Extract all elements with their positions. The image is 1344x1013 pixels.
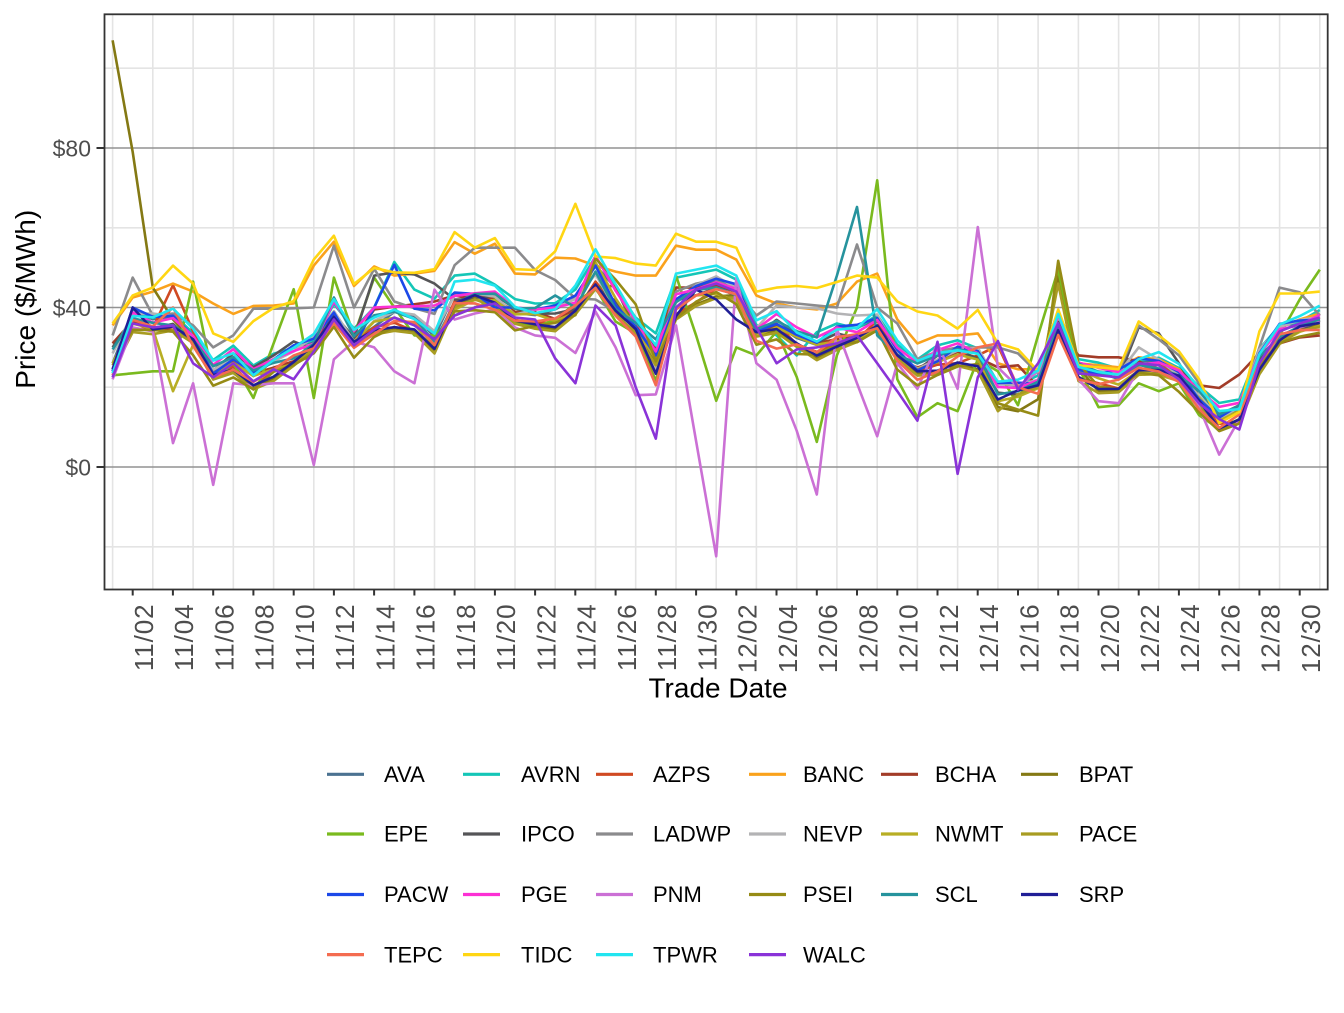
svg-text:11/12: 11/12	[330, 604, 360, 672]
svg-text:11/18: 11/18	[451, 604, 481, 672]
svg-text:PACW: PACW	[384, 882, 449, 907]
svg-text:NWMT: NWMT	[935, 822, 1003, 847]
svg-text:12/08: 12/08	[853, 604, 883, 674]
svg-text:$40: $40	[53, 295, 91, 321]
svg-text:BCHA: BCHA	[935, 762, 996, 787]
svg-text:12/16: 12/16	[1014, 604, 1044, 674]
svg-text:BPAT: BPAT	[1079, 762, 1133, 787]
svg-text:12/14: 12/14	[974, 604, 1004, 674]
svg-text:AVA: AVA	[384, 762, 425, 787]
svg-text:12/10: 12/10	[894, 604, 924, 674]
svg-text:11/04: 11/04	[169, 604, 199, 672]
svg-text:11/22: 11/22	[531, 604, 561, 672]
svg-text:PGE: PGE	[521, 882, 567, 907]
svg-text:12/28: 12/28	[1256, 604, 1286, 674]
svg-text:TPWR: TPWR	[653, 942, 718, 967]
svg-text:12/30: 12/30	[1296, 604, 1326, 674]
svg-text:$0: $0	[65, 454, 91, 480]
svg-text:11/02: 11/02	[129, 604, 159, 672]
svg-text:Price ($/MWh): Price ($/MWh)	[10, 210, 41, 389]
svg-text:11/20: 11/20	[491, 604, 521, 672]
svg-text:EPE: EPE	[384, 822, 428, 847]
svg-text:11/26: 11/26	[612, 604, 642, 672]
svg-text:$80: $80	[53, 135, 91, 161]
svg-text:11/30: 11/30	[692, 604, 722, 672]
svg-text:TIDC: TIDC	[521, 942, 572, 967]
svg-text:PSEI: PSEI	[803, 882, 853, 907]
svg-text:PACE: PACE	[1079, 822, 1137, 847]
svg-text:12/26: 12/26	[1216, 604, 1246, 674]
svg-text:11/08: 11/08	[250, 604, 280, 672]
svg-text:TEPC: TEPC	[384, 942, 443, 967]
svg-text:12/18: 12/18	[1055, 604, 1085, 674]
svg-text:11/28: 11/28	[652, 604, 682, 672]
svg-text:12/24: 12/24	[1175, 604, 1205, 674]
svg-text:11/16: 11/16	[411, 604, 441, 672]
svg-text:NEVP: NEVP	[803, 822, 863, 847]
svg-text:12/02: 12/02	[733, 604, 763, 674]
svg-text:PNM: PNM	[653, 882, 702, 907]
svg-text:IPCO: IPCO	[521, 822, 575, 847]
svg-text:SCL: SCL	[935, 882, 978, 907]
svg-text:11/06: 11/06	[210, 604, 240, 672]
svg-text:AVRN: AVRN	[521, 762, 581, 787]
svg-text:BANC: BANC	[803, 762, 864, 787]
svg-text:Trade Date: Trade Date	[648, 673, 787, 704]
svg-text:12/06: 12/06	[813, 604, 843, 674]
svg-text:11/10: 11/10	[290, 604, 320, 672]
svg-text:WALC: WALC	[803, 942, 866, 967]
svg-text:12/22: 12/22	[1135, 604, 1165, 674]
svg-text:SRP: SRP	[1079, 882, 1124, 907]
svg-text:11/24: 11/24	[572, 604, 602, 672]
svg-text:11/14: 11/14	[370, 604, 400, 672]
svg-text:12/04: 12/04	[773, 604, 803, 674]
svg-text:AZPS: AZPS	[653, 762, 710, 787]
svg-text:12/12: 12/12	[934, 604, 964, 674]
svg-text:12/20: 12/20	[1095, 604, 1125, 674]
svg-text:LADWP: LADWP	[653, 822, 731, 847]
